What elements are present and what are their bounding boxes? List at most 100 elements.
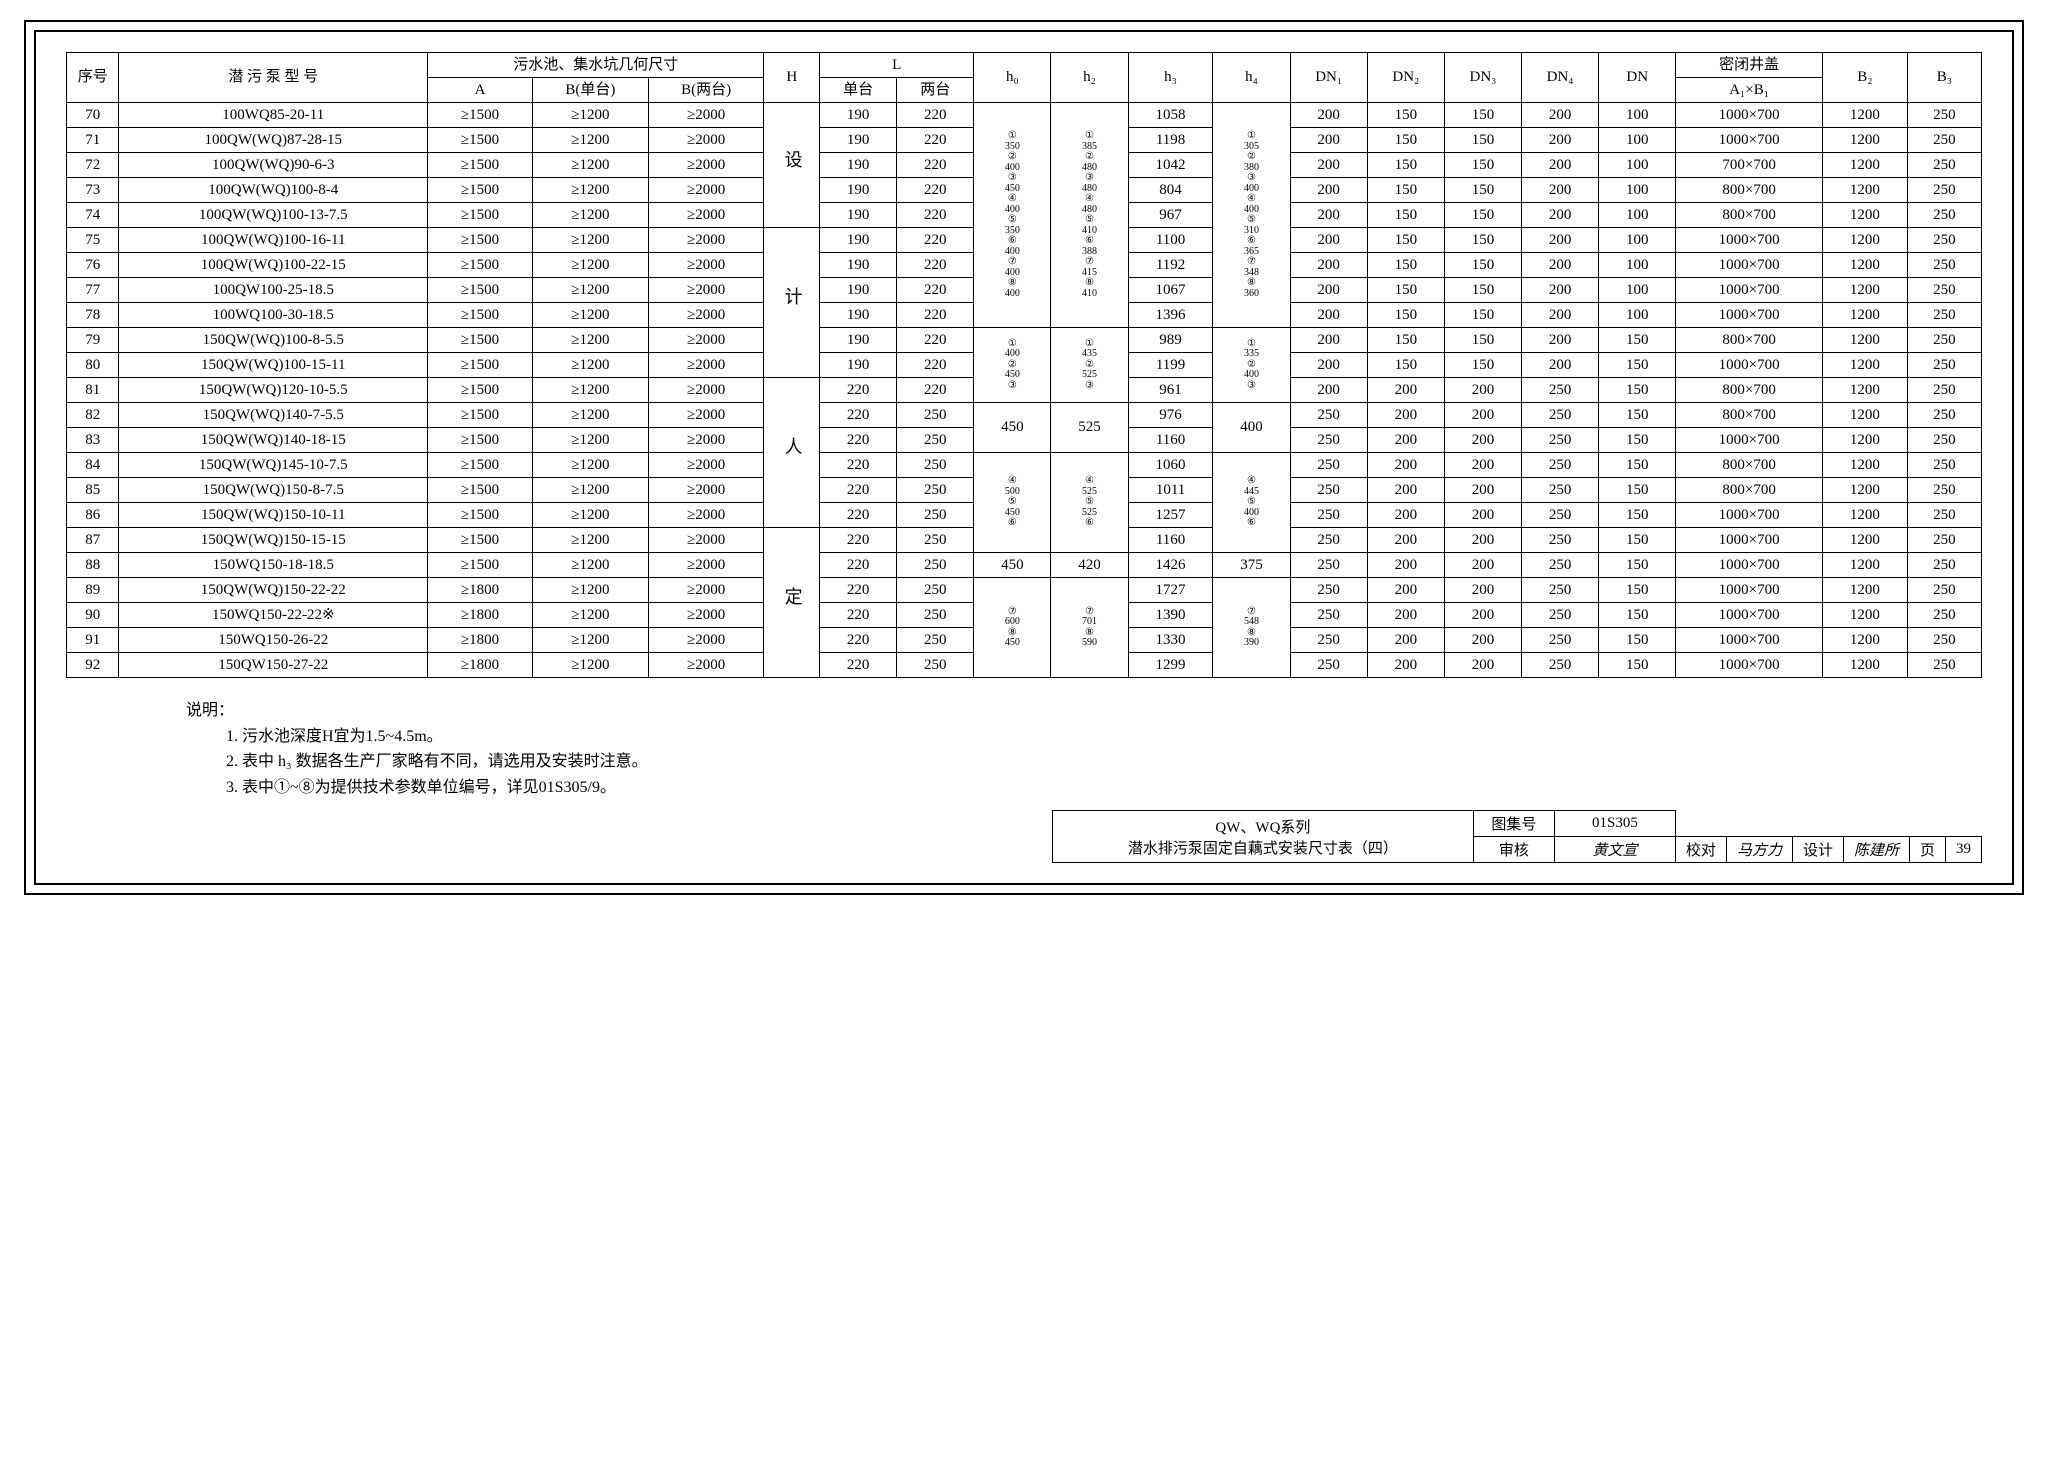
cell-model: 100WQ85-20-11 xyxy=(119,103,428,128)
cell-Ls: 220 xyxy=(820,503,897,528)
cell-cover: 1000×700 xyxy=(1676,553,1823,578)
cell-Ld: 220 xyxy=(897,278,974,303)
cell-dn2: 150 xyxy=(1367,178,1444,203)
th-cover: 密闭井盖 xyxy=(1676,53,1823,78)
cell-seq: 91 xyxy=(67,628,119,653)
cell-Bd: ≥2000 xyxy=(648,128,764,153)
cell-cover: 1000×700 xyxy=(1676,578,1823,603)
cell-Ld: 220 xyxy=(897,303,974,328)
cell-Bs: ≥1200 xyxy=(532,153,648,178)
cell-dn1: 200 xyxy=(1290,378,1367,403)
cell-h2: ⑦701⑧590 xyxy=(1051,578,1128,678)
cell-model: 100QW(WQ)90-6-3 xyxy=(119,153,428,178)
cell-Bs: ≥1200 xyxy=(532,403,648,428)
cell-model: 150QW150-27-22 xyxy=(119,653,428,678)
cell-Ls: 190 xyxy=(820,178,897,203)
cell-h3: 1199 xyxy=(1128,353,1213,378)
cell-dn4: 250 xyxy=(1522,528,1599,553)
cell-dn2: 200 xyxy=(1367,453,1444,478)
cell-Bd: ≥2000 xyxy=(648,303,764,328)
cell-cover: 800×700 xyxy=(1676,203,1823,228)
cell-Ld: 220 xyxy=(897,203,974,228)
cell-dn3: 150 xyxy=(1444,178,1521,203)
cell-seq: 84 xyxy=(67,453,119,478)
cell-h3: 804 xyxy=(1128,178,1213,203)
cell-seq: 77 xyxy=(67,278,119,303)
cell-dn3: 150 xyxy=(1444,253,1521,278)
cell-dn: 150 xyxy=(1599,653,1676,678)
cell-dn2: 200 xyxy=(1367,503,1444,528)
cell-seq: 74 xyxy=(67,203,119,228)
cell-h4: ①335②400③ xyxy=(1213,328,1290,403)
cell-Bd: ≥2000 xyxy=(648,278,764,303)
cell-cover: 800×700 xyxy=(1676,328,1823,353)
cell-h3: 1067 xyxy=(1128,278,1213,303)
cell-b2: 1200 xyxy=(1822,403,1907,428)
cell-Bs: ≥1200 xyxy=(532,303,648,328)
cell-dn2: 200 xyxy=(1367,403,1444,428)
cell-cover: 1000×700 xyxy=(1676,428,1823,453)
cell-Bs: ≥1200 xyxy=(532,503,648,528)
cell-Bd: ≥2000 xyxy=(648,528,764,553)
cell-dn4: 250 xyxy=(1522,553,1599,578)
cell-h4: ④445⑤400⑥ xyxy=(1213,453,1290,553)
cell-h0: ①400②450③ xyxy=(974,328,1051,403)
cell-h3: 1160 xyxy=(1128,528,1213,553)
cell-dn1: 250 xyxy=(1290,578,1367,603)
set-no: 01S305 xyxy=(1554,811,1675,837)
cell-h3: 976 xyxy=(1128,403,1213,428)
cell-Bs: ≥1200 xyxy=(532,203,648,228)
check-label: 校对 xyxy=(1675,837,1726,863)
cell-A: ≥1500 xyxy=(428,278,533,303)
cell-Ls: 220 xyxy=(820,578,897,603)
cell-h2: ④525⑤525⑥ xyxy=(1051,453,1128,553)
cell-cover: 1000×700 xyxy=(1676,103,1823,128)
cell-Ls: 190 xyxy=(820,303,897,328)
cell-A: ≥1800 xyxy=(428,653,533,678)
cell-Ld: 220 xyxy=(897,128,974,153)
cell-dn: 100 xyxy=(1599,253,1676,278)
cell-dn1: 250 xyxy=(1290,528,1367,553)
cell-b2: 1200 xyxy=(1822,378,1907,403)
cell-Ls: 190 xyxy=(820,353,897,378)
cell-model: 150QW(WQ)150-22-22 xyxy=(119,578,428,603)
cell-Bs: ≥1200 xyxy=(532,528,648,553)
cell-Ld: 250 xyxy=(897,428,974,453)
cell-Ls: 220 xyxy=(820,628,897,653)
cell-dn4: 200 xyxy=(1522,353,1599,378)
cell-dn: 100 xyxy=(1599,228,1676,253)
dimension-table: 序号 潜 污 泵 型 号 污水池、集水坑几何尺寸 H L h₀ h₂ h₃ h₄… xyxy=(66,52,1982,678)
th-Lsingle: 单台 xyxy=(820,78,897,103)
cell-dn3: 150 xyxy=(1444,128,1521,153)
table-row: 70100WQ85-20-11≥1500≥1200≥2000设190220①35… xyxy=(67,103,1982,128)
cell-Bs: ≥1200 xyxy=(532,328,648,353)
cell-b2: 1200 xyxy=(1822,103,1907,128)
outer-frame: 序号 潜 污 泵 型 号 污水池、集水坑几何尺寸 H L h₀ h₂ h₃ h₄… xyxy=(24,20,2024,895)
cell-h3: 1330 xyxy=(1128,628,1213,653)
cell-dn: 150 xyxy=(1599,503,1676,528)
cell-Bs: ≥1200 xyxy=(532,378,648,403)
table-row: 88150WQ150-18-18.5≥1500≥1200≥20002202504… xyxy=(67,553,1982,578)
cell-dn3: 150 xyxy=(1444,228,1521,253)
cell-Ls: 220 xyxy=(820,603,897,628)
cell-Ls: 220 xyxy=(820,528,897,553)
cell-b3: 250 xyxy=(1907,253,1981,278)
cell-Bd: ≥2000 xyxy=(648,628,764,653)
cell-dn2: 150 xyxy=(1367,253,1444,278)
cell-dn1: 250 xyxy=(1290,428,1367,453)
cell-Bs: ≥1200 xyxy=(532,453,648,478)
cell-h3: 967 xyxy=(1128,203,1213,228)
cell-model: 150QW(WQ)150-10-11 xyxy=(119,503,428,528)
cell-A: ≥1800 xyxy=(428,628,533,653)
cell-b2: 1200 xyxy=(1822,328,1907,353)
cell-Bd: ≥2000 xyxy=(648,153,764,178)
th-h2: h₂ xyxy=(1051,53,1128,103)
cell-dn1: 200 xyxy=(1290,128,1367,153)
cell-cover: 1000×700 xyxy=(1676,628,1823,653)
cell-model: 150QW(WQ)145-10-7.5 xyxy=(119,453,428,478)
review-label: 审核 xyxy=(1473,837,1554,863)
cell-A: ≥1500 xyxy=(428,253,533,278)
cell-cover: 1000×700 xyxy=(1676,503,1823,528)
cell-seq: 88 xyxy=(67,553,119,578)
cell-A: ≥1500 xyxy=(428,453,533,478)
